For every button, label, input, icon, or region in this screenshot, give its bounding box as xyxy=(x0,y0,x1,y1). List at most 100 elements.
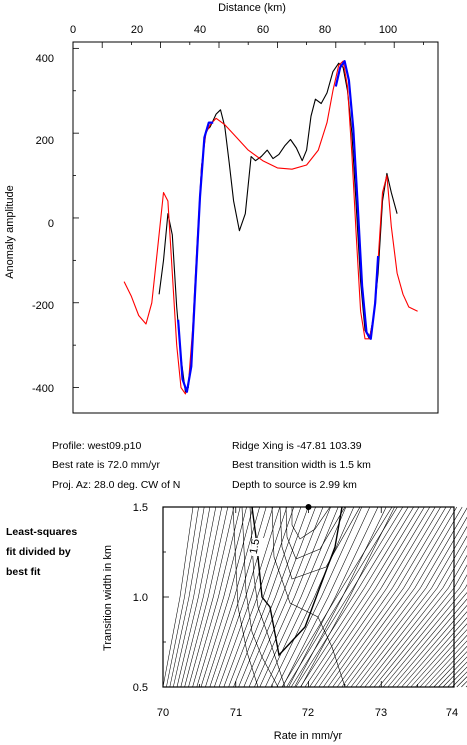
top-y-tick-label: -400 xyxy=(32,383,54,395)
contour-line xyxy=(300,506,414,688)
bottom-x-tick-label: 70 xyxy=(157,707,169,719)
contour-line xyxy=(192,506,241,688)
side-note: Least-squares fit divided by best fit xyxy=(6,526,77,578)
contour-line xyxy=(228,506,295,688)
contour-line xyxy=(173,506,211,688)
proj-az-text: Proj. Az: 28.0 deg. CW of N xyxy=(52,479,180,491)
top-x-tick-label: 100 xyxy=(379,24,397,36)
top-y-axis-title: Anomaly amplitude xyxy=(4,185,16,279)
bottom-y-tick-label: 0.5 xyxy=(133,682,148,694)
contour-line xyxy=(232,506,259,688)
contour-line xyxy=(346,507,467,688)
contour-line xyxy=(313,506,431,688)
contour-line xyxy=(276,506,363,688)
contour-line xyxy=(243,506,316,688)
contour-line xyxy=(428,645,467,688)
contour-line xyxy=(254,506,331,688)
contour-line xyxy=(364,545,467,688)
info-block: Profile: west09.p10 Best rate is 72.0 mm… xyxy=(52,440,371,491)
top-x-tick-label: 20 xyxy=(131,24,143,36)
contour-line xyxy=(286,506,398,688)
contour-line xyxy=(233,506,302,688)
contour-line xyxy=(288,506,379,688)
contour-line xyxy=(304,506,420,688)
contour-line xyxy=(241,506,279,688)
top-y-tick-labels: 400 200 0 -200 -400 xyxy=(32,53,54,395)
contour-line xyxy=(415,629,467,688)
ridge-xing-text: Ridge Xing is -47.81 103.39 xyxy=(232,440,362,452)
contour-line xyxy=(424,640,467,688)
observed-anomaly-line xyxy=(158,62,398,393)
contour-line xyxy=(169,506,205,688)
contour-line xyxy=(223,506,288,688)
contour-line xyxy=(309,506,425,688)
contour-label: 1.5 xyxy=(248,538,262,555)
contour-line xyxy=(282,506,371,688)
contour-label-bg xyxy=(252,538,264,556)
contour-line xyxy=(214,506,274,688)
contour-line xyxy=(196,506,247,688)
best-width-text: Best transition width is 1.5 km xyxy=(232,459,371,471)
top-x-tick-labels: 0 20 40 60 80 100 xyxy=(70,24,397,36)
model-anomaly-line xyxy=(123,60,418,395)
top-y-tick-label: 400 xyxy=(36,53,54,65)
contour-line xyxy=(248,506,324,688)
contour-line xyxy=(405,617,467,688)
bottom-plot-frame xyxy=(162,506,455,688)
top-x-tick-label: 0 xyxy=(70,24,76,36)
contour-line xyxy=(205,506,260,688)
top-y-tick-label: 200 xyxy=(36,135,54,147)
top-plot-frame xyxy=(72,41,439,414)
contour-line xyxy=(279,506,361,580)
fit-window-line xyxy=(177,60,380,393)
contour-line xyxy=(218,506,281,688)
contour-line xyxy=(369,554,467,688)
top-series-group xyxy=(123,60,418,395)
contour-line xyxy=(184,506,229,688)
bottom-x-tick-labels: 70 71 72 73 74 xyxy=(157,707,458,719)
profile-text: Profile: west09.p10 xyxy=(52,440,141,452)
bottom-y-tick-label: 1.5 xyxy=(133,502,148,514)
contour-line xyxy=(265,506,347,688)
depth-text: Depth to source is 2.99 km xyxy=(232,479,357,491)
bottom-x-tick-label: 74 xyxy=(446,707,458,719)
bottom-y-axis-title: Transition width in km xyxy=(102,545,114,651)
contour-line xyxy=(419,634,467,688)
top-y-tick-label: 0 xyxy=(48,218,54,230)
contour-line xyxy=(327,506,447,688)
contour-line xyxy=(162,506,194,688)
contour-lines xyxy=(162,506,467,688)
contour-line xyxy=(332,506,452,688)
contour-line xyxy=(350,516,467,688)
contour-line xyxy=(209,506,267,688)
contour-line xyxy=(378,574,467,688)
bottom-x-tick-label: 72 xyxy=(302,707,314,719)
contour-line xyxy=(294,506,387,688)
side-note-line: fit divided by xyxy=(6,546,71,558)
contour-line xyxy=(295,506,409,688)
best-rate-text: Best rate is 72.0 mm/yr xyxy=(52,459,160,471)
contour-line xyxy=(188,506,235,688)
contour-line xyxy=(341,506,463,688)
contour-line xyxy=(166,506,199,688)
contour-line xyxy=(382,584,467,688)
contour-line xyxy=(285,506,346,560)
contour-line xyxy=(355,526,467,688)
contour-line xyxy=(238,506,309,688)
bottom-y-tick-labels: 1.5 1.0 0.5 xyxy=(133,502,148,694)
contour-line xyxy=(200,506,254,688)
contour-line xyxy=(318,506,436,688)
contour-line xyxy=(396,605,467,688)
contour-line xyxy=(290,506,404,688)
contour-line xyxy=(336,506,458,688)
top-x-tick-label: 80 xyxy=(319,24,331,36)
bottom-x-axis-title: Rate in mm/yr xyxy=(274,730,343,742)
contour-line xyxy=(323,506,441,688)
contour-line xyxy=(401,611,467,688)
contour-line xyxy=(433,651,467,688)
bottom-x-tick-label: 71 xyxy=(230,707,242,719)
contour-line xyxy=(456,676,467,688)
side-note-line: Least-squares xyxy=(6,526,77,538)
contour-line xyxy=(359,535,467,688)
